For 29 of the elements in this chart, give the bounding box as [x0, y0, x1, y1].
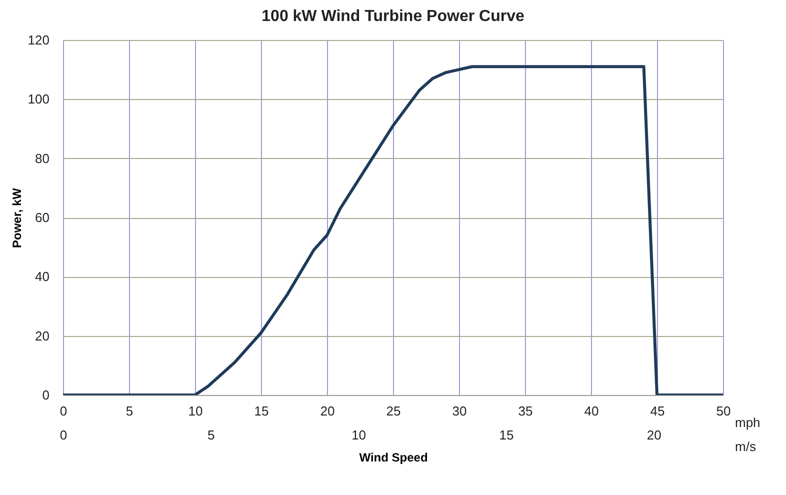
- x-tick-label: 10: [188, 404, 203, 418]
- text: mph: [735, 415, 760, 430]
- y-tick-label: 100: [28, 92, 50, 107]
- text: m/s: [735, 439, 756, 454]
- y-tick-label: 20: [35, 328, 50, 344]
- x-tick-label: 15: [254, 404, 269, 418]
- x2-tick-label: 5: [208, 428, 215, 442]
- chart-title: 100 kW Wind Turbine Power Curve: [262, 8, 524, 25]
- x-tick-label: 35: [518, 404, 533, 418]
- x-axis-title: Wind Speed: [359, 450, 428, 464]
- y-axis-title: Power, kW: [10, 187, 24, 248]
- line-series: [63, 65, 723, 395]
- x-tick-label: 40: [584, 404, 599, 418]
- x2-tick-label: 20: [646, 428, 662, 442]
- x2-tick-label: 0: [60, 428, 68, 442]
- x-tick-label: 5: [126, 404, 134, 418]
- x2-tick-label: 15: [499, 428, 514, 442]
- x-tick-label: 25: [386, 404, 401, 418]
- y-tick-label: 60: [35, 210, 50, 225]
- x-tick-label: 30: [452, 404, 467, 418]
- x2-tick-label: 10: [352, 428, 366, 442]
- x-tick-label: 0: [60, 404, 68, 418]
- y-tick-label: 80: [35, 150, 50, 166]
- y-tick-label: 0: [42, 388, 50, 402]
- x-tick-label: 50: [716, 404, 731, 418]
- x-tick-label: 45: [650, 404, 665, 418]
- x-tick-label: 20: [320, 404, 335, 418]
- y-tick-label: 120: [28, 32, 50, 48]
- y-tick-label: 40: [35, 269, 50, 284]
